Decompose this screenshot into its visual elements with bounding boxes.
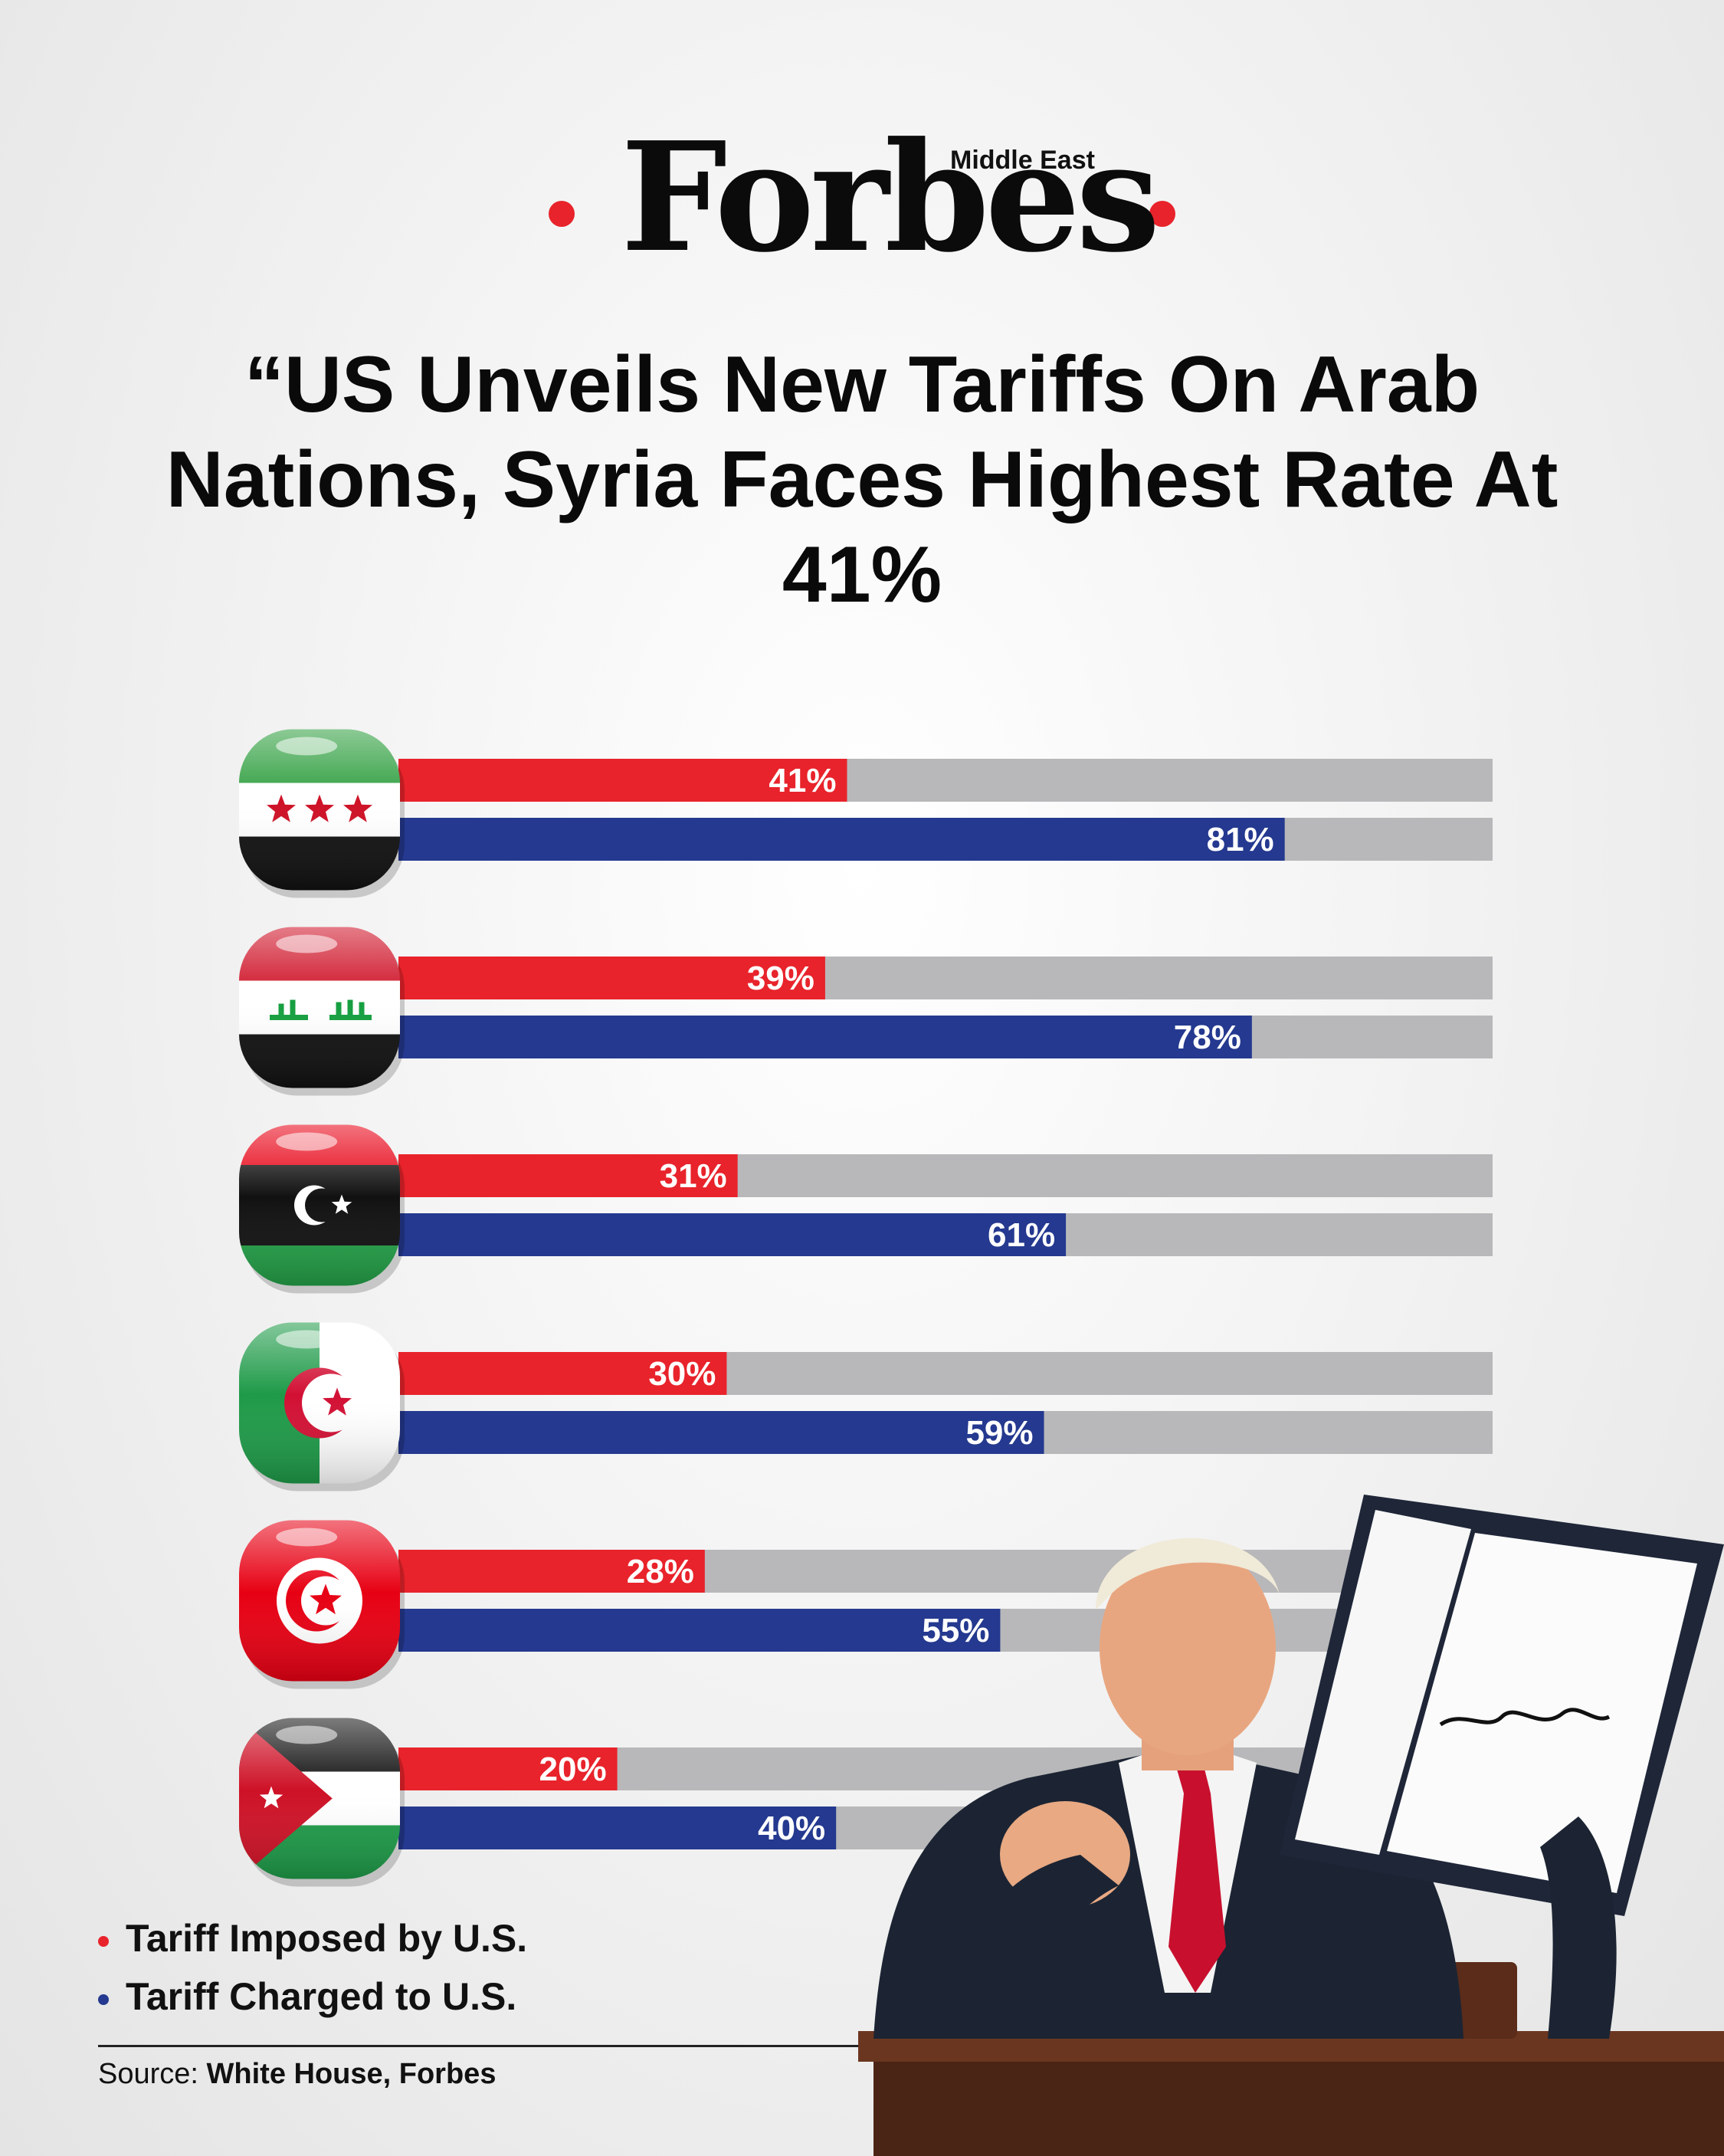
bar-imposed — [398, 957, 825, 999]
logo-edition: Middle East — [950, 146, 1095, 175]
data-label-charged: 40% — [758, 1810, 825, 1847]
legend-dot-blue — [98, 1994, 109, 2005]
data-label-imposed: 20% — [539, 1751, 607, 1788]
bar-charged — [398, 1213, 1067, 1256]
flag-gloss — [239, 1322, 400, 1484]
president-holding-signed-order-icon — [858, 1495, 1724, 2156]
iraq-flag-icon — [239, 927, 405, 1096]
flag-body — [239, 1124, 400, 1286]
bar-charged — [398, 818, 1285, 861]
flag-gloss — [239, 1124, 400, 1286]
data-label-imposed: 28% — [627, 1553, 694, 1590]
flag-body — [239, 927, 400, 1088]
flag-gloss — [239, 1718, 400, 1879]
libya-flag-icon — [239, 1124, 405, 1294]
data-label-charged: 61% — [988, 1216, 1055, 1254]
source-prefix: Source: — [98, 2058, 207, 2090]
flag-highlight — [276, 1330, 338, 1349]
bar-imposed — [398, 1550, 705, 1593]
flag-body — [239, 729, 400, 891]
flag-highlight — [276, 1725, 338, 1744]
tunisia-flag-icon — [239, 1520, 405, 1689]
source-divider — [98, 2045, 1002, 2047]
flag-highlight — [276, 934, 338, 953]
flag-highlight — [276, 737, 338, 756]
jordan-flag-icon — [239, 1718, 405, 1887]
data-label-charged: 55% — [922, 1612, 989, 1649]
bar-imposed — [398, 1154, 738, 1197]
bar-charged — [398, 1807, 837, 1849]
legend-label-imposed: Tariff Imposed by U.S. — [126, 1917, 528, 1960]
flag-body — [239, 1322, 400, 1484]
legend-dot-red — [98, 1936, 109, 1947]
data-label-imposed: 41% — [769, 762, 836, 799]
forbes-logo: Forbes — [621, 110, 1161, 286]
bar-charged — [398, 1609, 1001, 1652]
data-label-imposed: 31% — [660, 1157, 727, 1195]
flag-body — [239, 1718, 400, 1879]
data-label-charged: 81% — [1207, 821, 1274, 858]
flag-gloss — [239, 927, 400, 1088]
bar-charged — [398, 1016, 1252, 1058]
logo-right-dot — [1149, 201, 1175, 227]
bar-charged — [398, 1411, 1044, 1454]
source-line: Source: White House, Forbes — [98, 2058, 496, 2091]
data-label-charged: 78% — [1174, 1019, 1241, 1056]
bar-imposed — [398, 759, 847, 802]
data-label-imposed: 30% — [648, 1355, 716, 1393]
flag-gloss — [239, 1520, 400, 1682]
bar-imposed — [398, 1352, 727, 1395]
legend-label-charged: Tariff Charged to U.S. — [126, 1975, 517, 2018]
source-name: White House, Forbes — [206, 2058, 497, 2090]
logo-left-dot — [549, 201, 575, 227]
flag-gloss — [239, 729, 400, 891]
headline: “US Unveils New Tariffs On Arab Nations,… — [166, 340, 1558, 619]
flag-highlight — [276, 1528, 338, 1547]
flag-body — [239, 1520, 400, 1682]
algeria-flag-icon — [239, 1322, 405, 1491]
syria-flag-icon — [239, 729, 405, 898]
data-label-charged: 59% — [965, 1414, 1033, 1452]
data-label-imposed: 39% — [747, 960, 814, 997]
flag-highlight — [276, 1132, 338, 1151]
bar-imposed — [398, 1747, 618, 1790]
